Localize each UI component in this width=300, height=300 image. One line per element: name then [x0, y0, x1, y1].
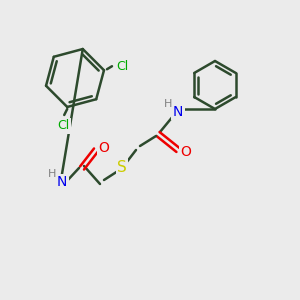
Text: N: N — [173, 105, 183, 119]
Text: O: O — [181, 145, 191, 159]
Text: H: H — [164, 99, 172, 109]
Text: O: O — [99, 141, 110, 155]
Text: Cl: Cl — [116, 60, 128, 73]
Text: Cl: Cl — [57, 119, 69, 133]
Text: H: H — [48, 169, 56, 179]
Text: S: S — [117, 160, 127, 175]
Text: N: N — [57, 175, 67, 189]
